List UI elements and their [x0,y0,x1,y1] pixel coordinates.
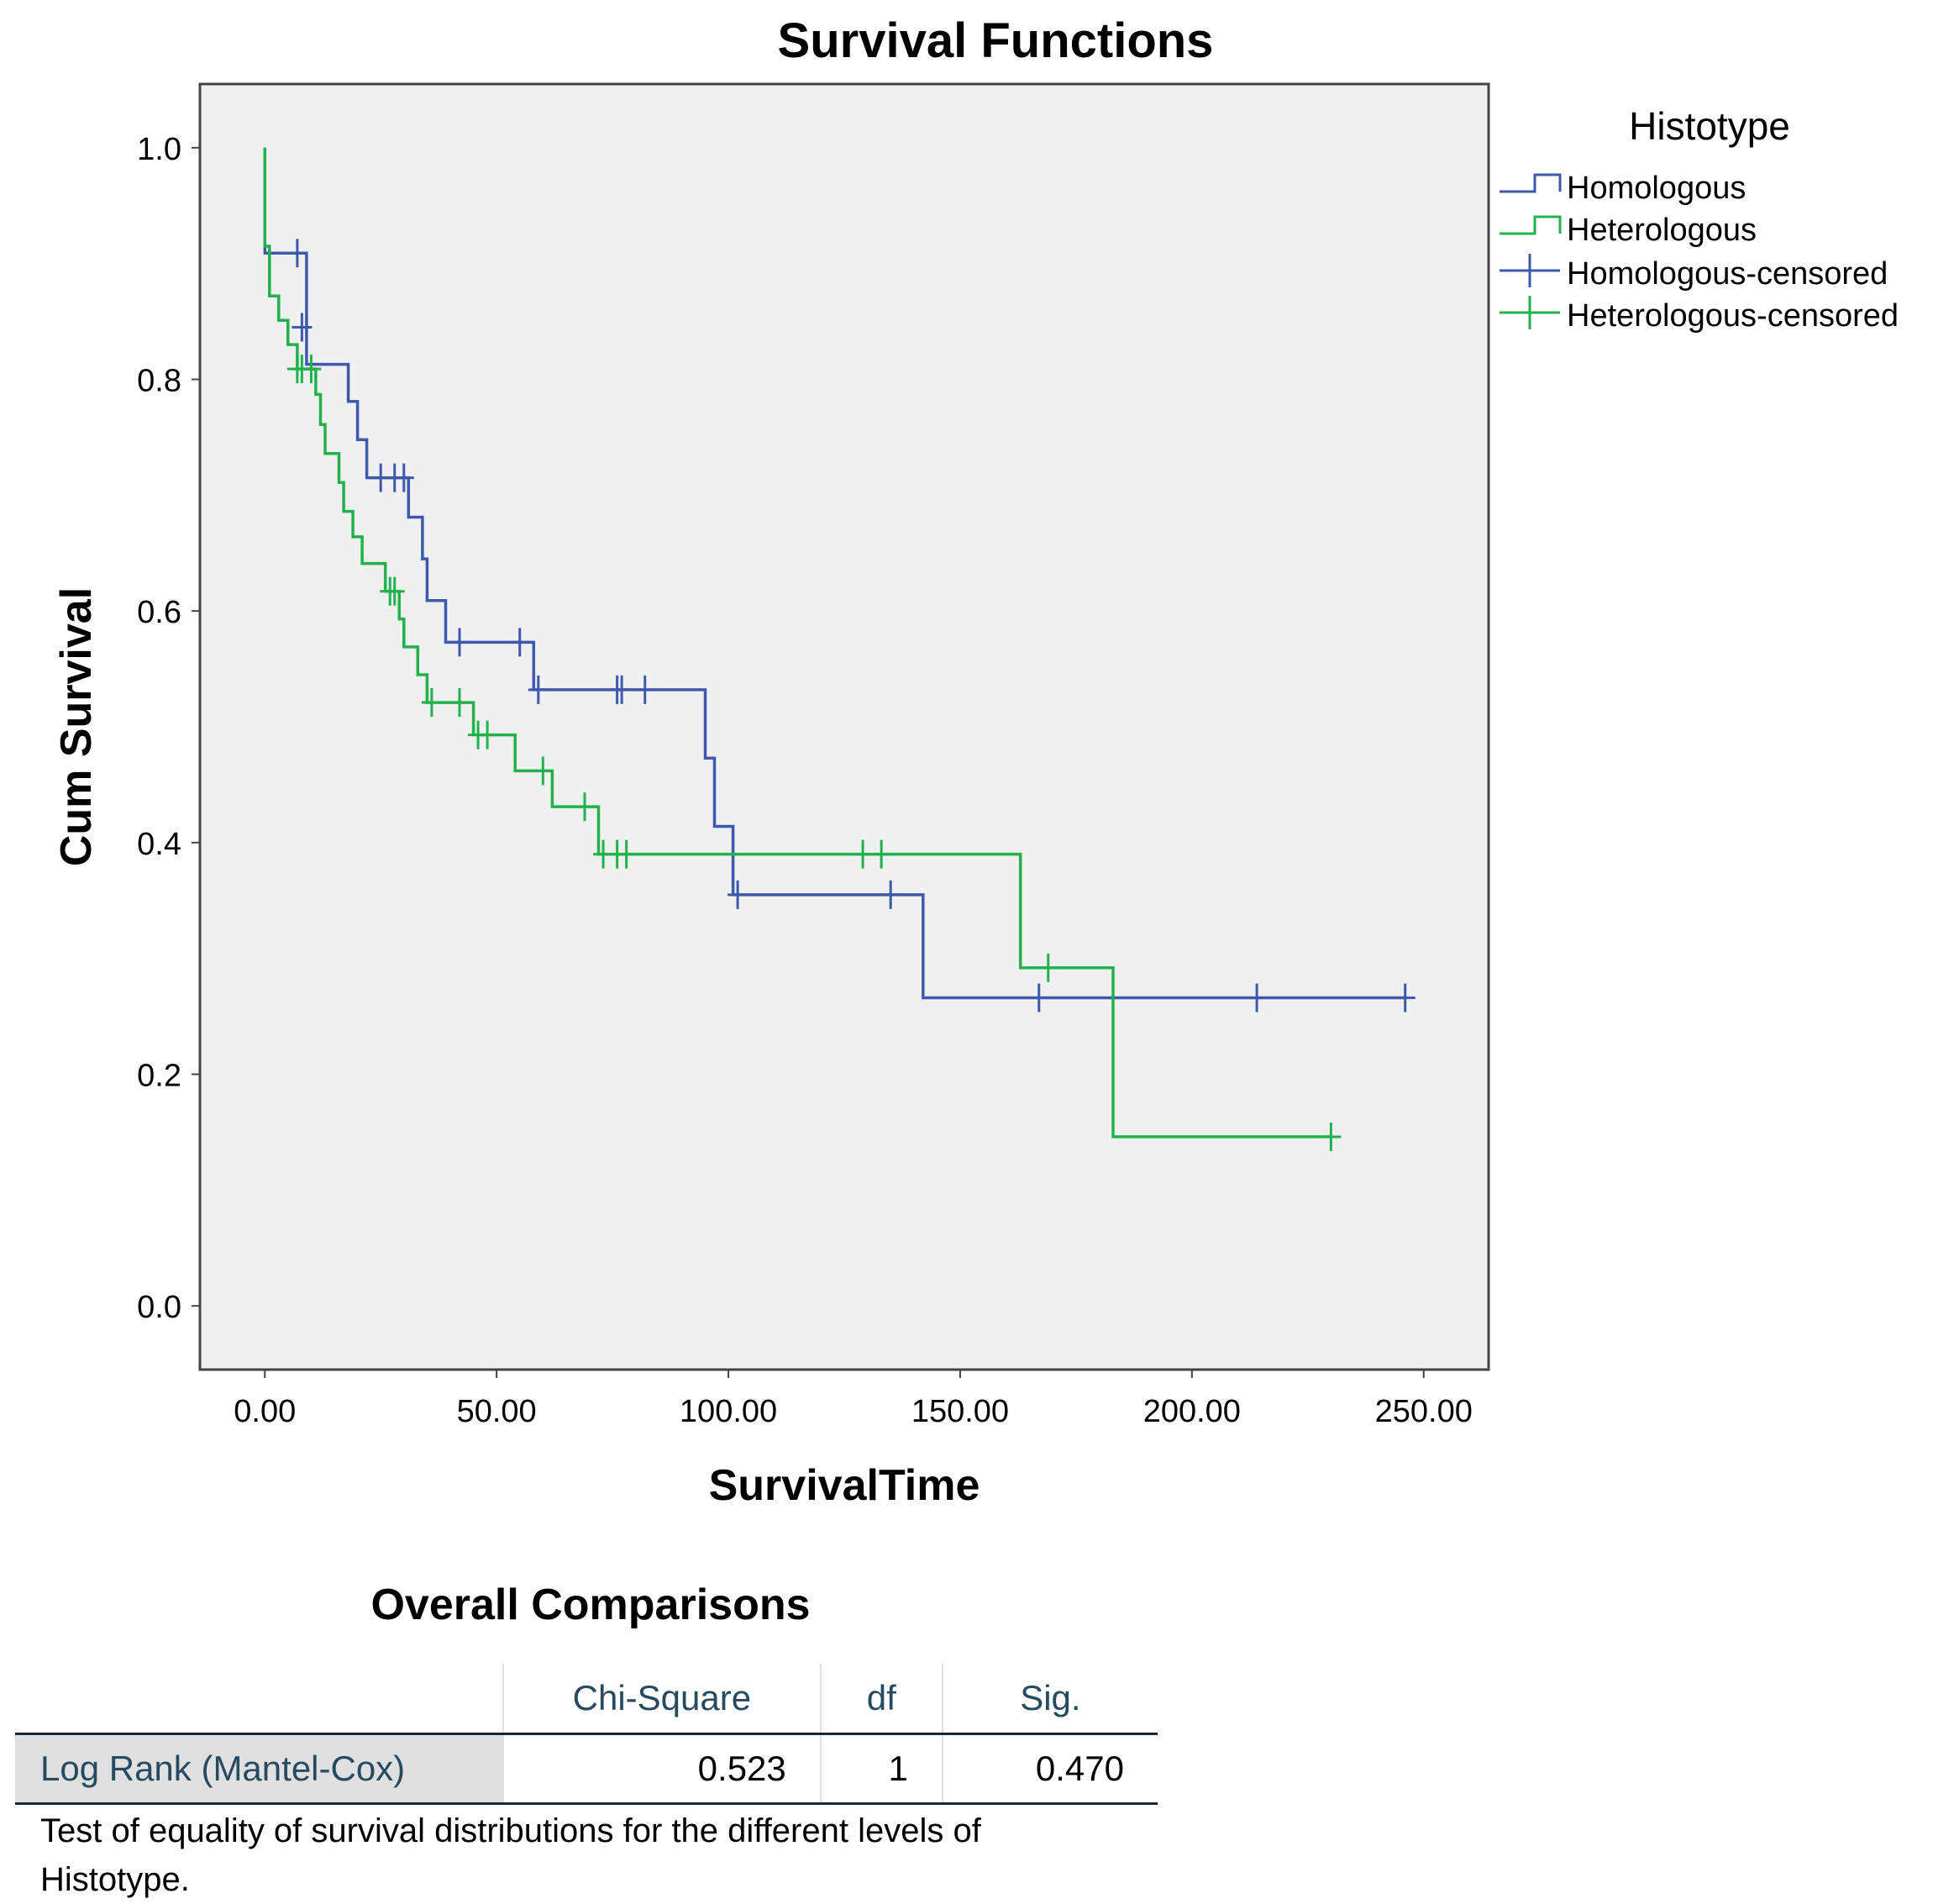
x-axis: 0.00 50.00 100.00 150.00 200.00 250.00 [234,1370,1473,1429]
cell-chi-square: 0.523 [502,1733,821,1805]
header-df: df [819,1664,943,1734]
homologous-censored-mark [449,628,470,657]
x-tick-label: 150.00 [911,1394,1009,1429]
heterologous-censored-mark [301,355,322,384]
header-blank [15,1664,503,1734]
table-row: Log Rank (Mantel-Cox) 0.523 1 0.470 [15,1733,1158,1805]
homologous-censored-mark [393,463,414,492]
series-layer [263,147,1416,1151]
homologous-censored-mark [728,880,749,909]
homologous-censored-mark [1395,983,1416,1012]
homologous-censored-mark [292,313,313,342]
legend-item-label: Heterologous-censored [1567,298,1899,334]
chart-title: Survival Functions [778,13,1214,68]
heterologous-censored-mark [871,839,892,869]
homologous-censored-mark [528,675,549,704]
heterologous-censored-mark [421,688,442,718]
homologous-censored-mark [509,628,530,657]
x-tick-label: 0.00 [234,1394,296,1429]
heterologous-censored-mark [1321,1122,1342,1151]
y-tick-label: 0.2 [137,1059,181,1094]
legend-item-label: Homologous-censored [1567,256,1888,292]
heterologous-censored-mark [616,839,637,869]
y-axis: 0.0 0.2 0.4 0.6 0.8 1.0 [137,132,200,1325]
comparison-table: Chi-Square df Sig. Log Rank (Mantel-Cox)… [15,1664,1158,1805]
legend-title: Histotype [1629,104,1790,148]
x-tick-label: 200.00 [1143,1394,1241,1429]
heterologous-censored-mark [574,792,595,822]
legend-swatch [1500,173,1562,193]
table-header-row: Chi-Square df Sig. [15,1664,1158,1734]
homologous-survival-line [263,147,1405,1000]
homologous-censored-mark [1247,983,1268,1012]
homologous-censored-mark [1028,983,1049,1012]
heterologous-censored-mark [384,576,405,606]
homologous-censored-mark [880,880,901,909]
x-tick-label: 250.00 [1375,1394,1473,1429]
y-tick-label: 0.8 [137,363,181,398]
x-tick-label: 50.00 [457,1394,537,1429]
legend-swatch [1500,254,1560,287]
y-tick-label: 1.0 [137,132,181,167]
heterologous-censored-mark [533,756,554,786]
y-tick-label: 0.0 [137,1290,181,1325]
header-sig: Sig. [941,1664,1158,1734]
cell-df: 1 [819,1733,943,1805]
heterologous-survival-line [263,147,1332,1139]
y-tick-label: 0.4 [137,827,181,862]
homologous-censored-mark [286,239,307,268]
homologous-censored-mark [612,675,633,704]
table-title: Overall Comparisons [370,1581,811,1629]
legend-item-label: Heterologous [1567,213,1757,248]
row-label: Log Rank (Mantel-Cox) [15,1733,503,1805]
heterologous-censored-mark [1037,953,1058,982]
legend-item-label: Homologous [1567,171,1746,206]
cell-sig: 0.470 [941,1733,1158,1805]
heterologous-censored-mark [449,688,470,718]
x-tick-label: 100.00 [680,1394,777,1429]
heterologous-censored-mark [477,720,498,750]
header-chi-square: Chi-Square [502,1664,821,1734]
legend: Histotype Homologous Heterologous Homologo… [1500,104,1899,334]
y-tick-label: 0.6 [137,595,181,630]
heterologous-censored-mark [853,839,874,869]
y-axis-label: Cum Survival [52,587,101,866]
survival-chart: Survival Functions 0.0 0.2 0.4 0.6 0.8 1.0 0.… [52,13,1899,1510]
legend-swatch [1500,215,1562,235]
legend-swatch [1500,296,1560,329]
x-axis-label: SurvivalTime [709,1461,980,1510]
table-footnote: Test of equality of survival distributio… [40,1812,981,1898]
homologous-censored-mark [634,675,655,704]
plot-area [198,82,1490,1371]
